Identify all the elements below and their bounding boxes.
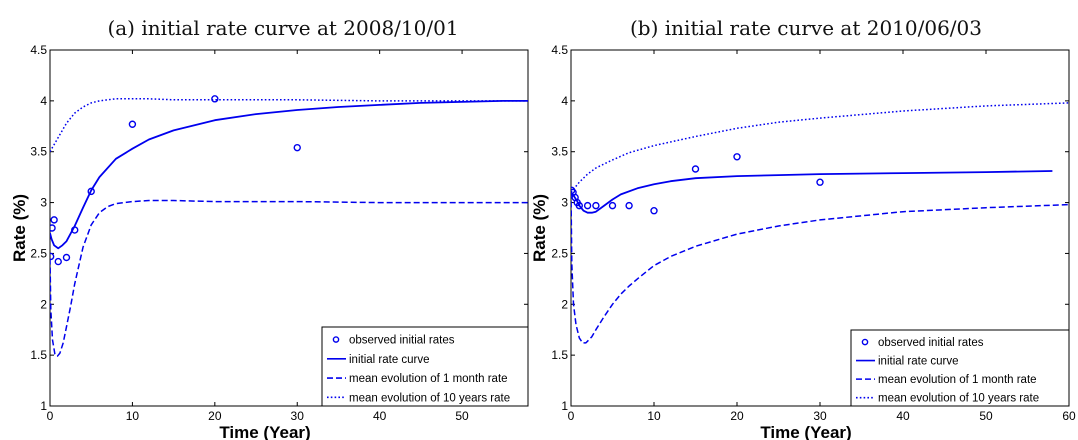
panel-a-xlabel: Time (Year) <box>219 423 310 440</box>
panel-b-legend-label: mean evolution of 1 month rate <box>878 374 1037 386</box>
panel-a-ytick-label: 1.5 <box>30 348 47 362</box>
panel-a-ytick-label: 2.5 <box>30 246 47 260</box>
panel-a-legend-box <box>321 326 529 407</box>
panel-b-observed-point <box>650 207 658 215</box>
panel-b-title: (b) initial rate curve at 2010/06/03 <box>630 16 982 40</box>
panel-a-xtick-label: 10 <box>126 409 140 423</box>
panel-a-plot-area: 0 10 20 30 40 50 1 1.5 2 2.5 3 3.5 4 4.5 observed init… <box>30 43 529 423</box>
panel-b-observed-point <box>583 201 592 210</box>
panel-b-legend-label: observed initial rates <box>878 337 984 349</box>
panel-b-observed-point <box>733 153 741 161</box>
panel-a-observed-point <box>50 216 58 224</box>
panel-a-legend-marker <box>332 336 340 343</box>
panel-a-axes-frame <box>49 49 529 407</box>
panel-b-observed-point <box>625 201 633 210</box>
panel-a-legend-label: mean evolution of 10 years rate <box>349 392 510 404</box>
panel-b-xtick-label: 30 <box>813 409 827 423</box>
panel-b-ytick-label: 3 <box>561 196 568 210</box>
panel-b-ytick-label: 1.5 <box>551 348 568 362</box>
panel-a-xtick-label: 50 <box>455 409 469 423</box>
panel-a-observed-point <box>62 253 71 262</box>
panel-b-xtick-label: 50 <box>979 409 993 423</box>
panel-b-xtick-label: 60 <box>1062 409 1076 423</box>
panel-b-ytick-label: 4 <box>561 94 568 108</box>
panel-a-observed-point <box>87 187 95 196</box>
panel-b-observed-point <box>816 178 824 186</box>
panel-a-observed-point <box>50 224 56 232</box>
panel-a-title: (a) initial rate curve at 2008/10/01 <box>107 16 458 40</box>
panel-a-legend-label: observed initial rates <box>349 335 455 347</box>
panel-b-ylabel: Rate (%) <box>530 194 549 262</box>
panel-a-ytick-label: 2 <box>40 297 47 311</box>
panel-b-xlabel: Time (Year) <box>760 423 851 440</box>
panel-b-ytick-label: 1 <box>561 399 568 413</box>
panel-a-ylabel: Rate (%) <box>10 194 29 262</box>
panel-a-observed-point <box>54 257 62 266</box>
panel-a-legend-label: mean evolution of 1 month rate <box>349 373 508 385</box>
panel-b-plot-area: 0 10 20 30 40 50 60 1 1.5 2 2.5 3 3.5 4 4.5 observed in… <box>551 43 1076 423</box>
panel-b-ten-year-rate-line <box>571 102 1069 193</box>
panel-a-xtick-label: 40 <box>373 409 387 423</box>
panel-a-legend-label: initial rate curve <box>349 354 430 366</box>
panel-b-ytick-label: 4.5 <box>551 43 568 57</box>
panel-a-ytick-label: 4.5 <box>30 43 47 57</box>
panel-a-ytick-label: 3 <box>40 196 47 210</box>
panel-b-legend-marker <box>861 338 869 346</box>
panel-b: (b) initial rate curve at 2010/06/03 Tim… <box>530 16 1076 440</box>
panel-b-one-month-rate-line <box>571 192 1069 344</box>
panel-a-observed-point <box>211 95 219 103</box>
panel-a-observed-point <box>293 143 301 152</box>
panel-a: (a) initial rate curve at 2008/10/01 Tim… <box>10 16 529 440</box>
panel-b-xtick-label: 10 <box>647 409 661 423</box>
panel-a-xtick-label: 20 <box>208 409 222 423</box>
panel-b-ytick-label: 3.5 <box>551 145 568 159</box>
panel-b-observed-point <box>608 201 617 210</box>
panel-b-xtick-label: 40 <box>896 409 910 423</box>
panel-b-observed-point <box>575 201 583 210</box>
panel-b-observed-point <box>592 201 600 210</box>
panel-a-xtick-label: 0 <box>47 409 54 423</box>
panel-b-ytick-label: 2 <box>561 297 568 311</box>
panel-a-ytick-label: 1 <box>40 399 47 413</box>
panel-b-observed-point <box>691 165 700 173</box>
panel-a-ten-year-rate-line <box>50 98 528 153</box>
panel-b-initial-rate-curve <box>571 170 1053 214</box>
panel-a-initial-rate-curve <box>50 100 528 250</box>
panel-b-xtick-label: 0 <box>568 409 575 423</box>
panel-a-observed-point <box>128 120 137 128</box>
panel-b-legend-label: mean evolution of 10 years rate <box>878 393 1039 405</box>
panel-b-xtick-label: 20 <box>730 409 744 423</box>
panel-a-ytick-label: 4 <box>40 94 47 108</box>
panel-b-ytick-label: 2.5 <box>551 246 568 260</box>
panel-a-ytick-label: 3.5 <box>30 145 47 159</box>
panel-b-legend-label: initial rate curve <box>878 356 959 368</box>
panel-b-legend-box <box>850 329 1070 407</box>
panel-a-one-month-rate-line <box>50 199 528 357</box>
panel-a-xtick-label: 30 <box>291 409 305 423</box>
